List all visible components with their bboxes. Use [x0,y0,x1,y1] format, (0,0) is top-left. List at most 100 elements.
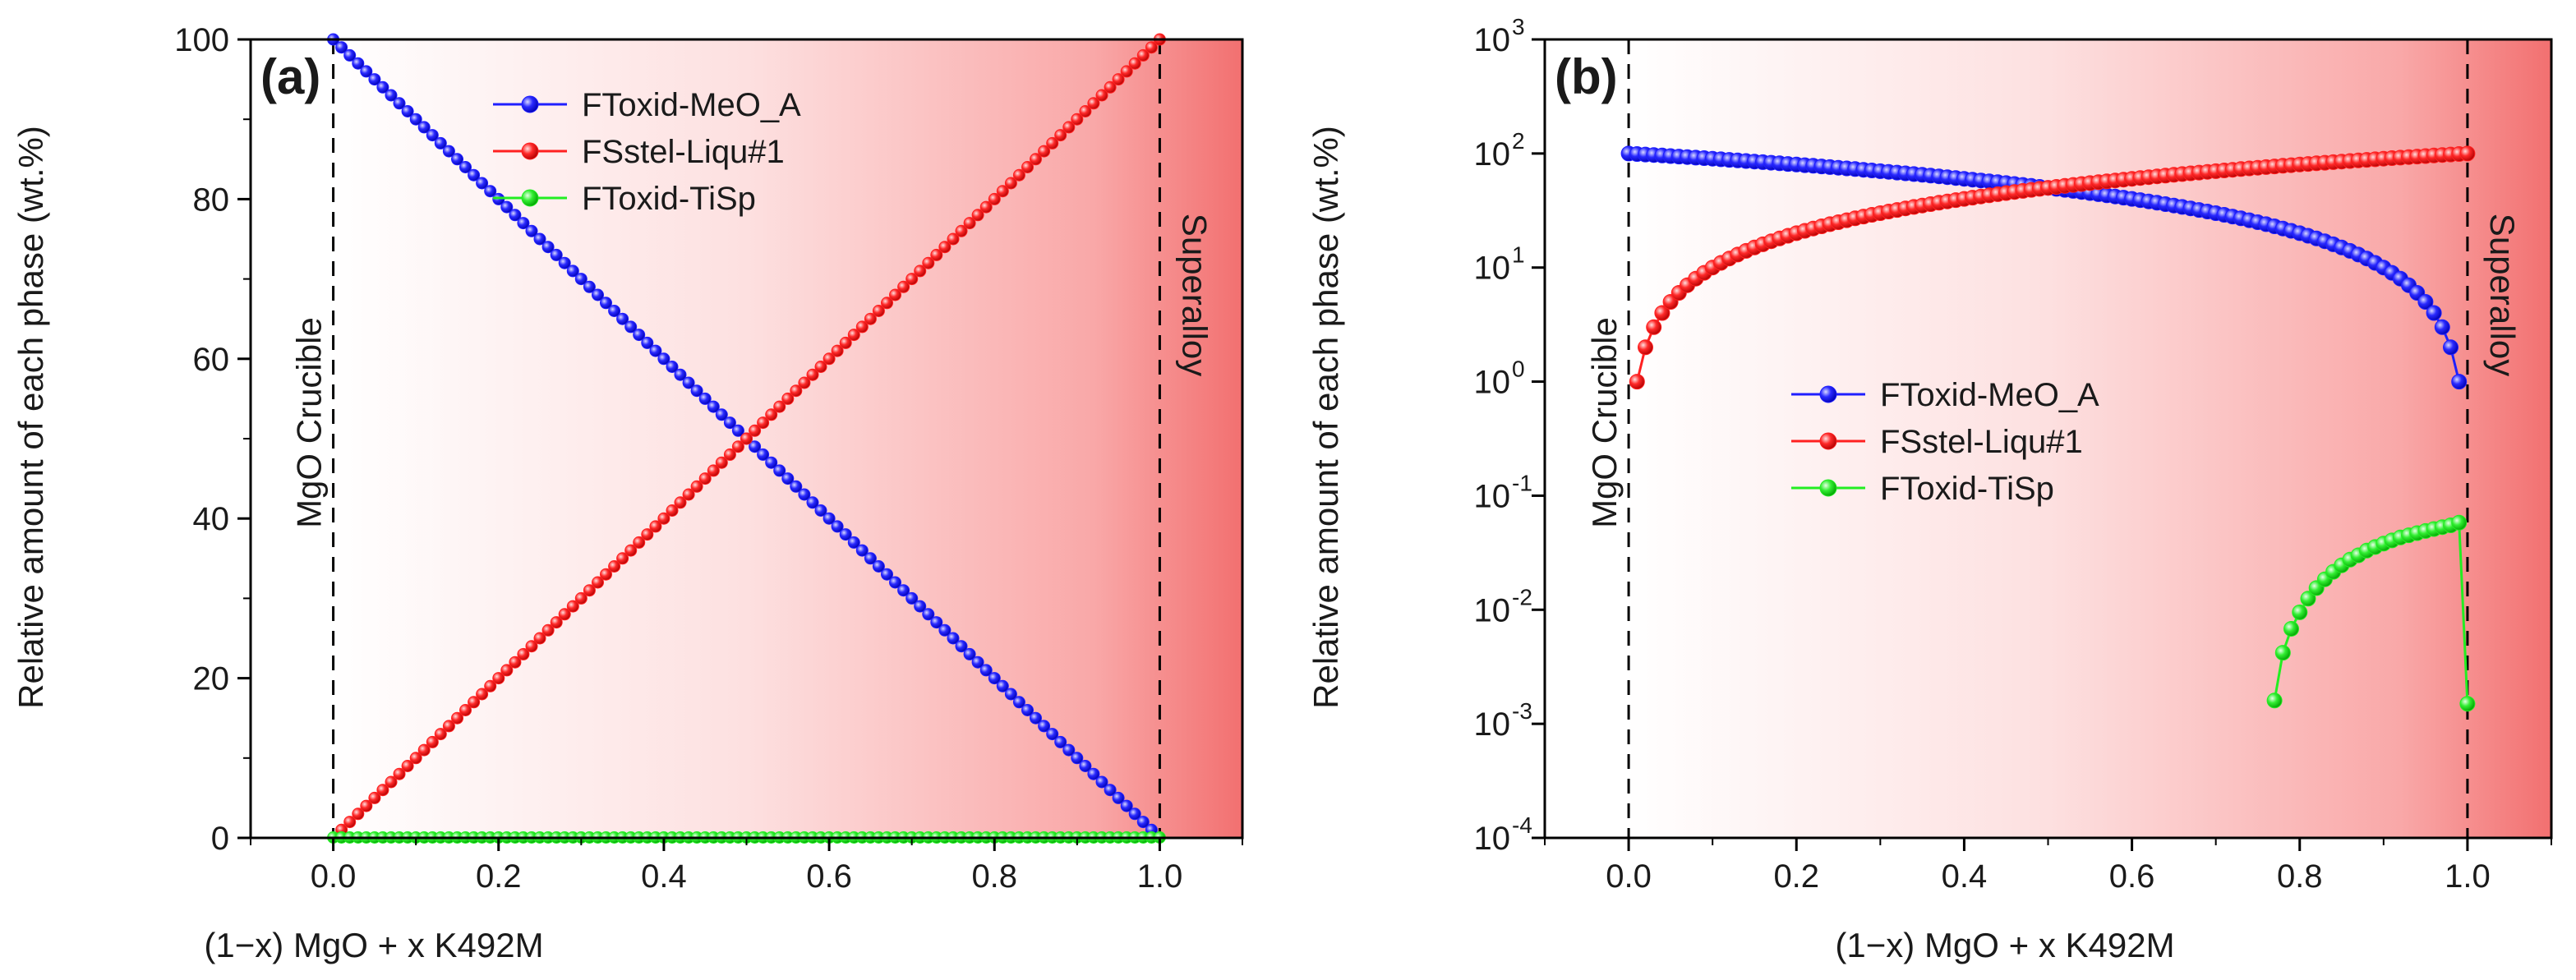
series-fsstel-liqu-1 [1629,145,2476,390]
data-point [1004,177,1017,190]
data-point [533,632,546,645]
data-point [790,480,803,493]
data-point [831,520,844,533]
data-point [393,97,406,110]
series-ftoxid-meo-a [1620,145,2468,390]
data-point [971,656,984,669]
data-point [533,232,546,246]
data-point [1071,752,1084,765]
data-point [674,496,687,509]
data-point [864,312,877,325]
data-point [823,352,836,366]
data-point [459,704,472,716]
data-point [666,504,679,517]
data-point [2266,692,2283,709]
data-point [574,591,588,605]
data-point [541,623,555,637]
x-tick-label: 0.8 [2277,858,2323,895]
data-point [996,185,1009,198]
data-point [401,760,414,772]
data-point [409,752,422,765]
data-point [690,384,703,398]
data-point [2292,604,2308,620]
y-tick-label: 10 [1474,592,1511,628]
plot-area-b: MgO Crucible Superalloy 0.0 0.2 0.4 0.6 0.8 1.0… [1474,14,2553,895]
y-tick-exponent: 0 [1512,357,1525,382]
data-point [914,600,927,613]
data-point [749,440,762,453]
data-point [881,297,893,310]
data-point [1054,129,1067,142]
data-point [749,424,762,437]
data-point [574,273,588,286]
data-point [806,368,819,381]
data-point [583,280,596,293]
data-point [476,688,489,701]
data-point [1136,48,1150,62]
data-point [409,113,422,126]
data-point [2443,339,2458,356]
data-point [1012,696,1025,709]
data-point [707,464,720,477]
data-point [1079,105,1092,117]
data-point [417,743,431,757]
data-point [773,400,786,413]
data-point [872,305,885,317]
data-point [906,273,919,286]
data-point [657,512,670,525]
data-point [343,816,357,829]
data-point [2283,621,2299,637]
data-point [1646,319,1662,335]
data-point [847,536,860,549]
x-tick-label: 0.8 [971,858,1017,895]
data-point [451,153,463,166]
data-point [1062,121,1076,134]
x-tick-label: 0.4 [1942,858,1988,895]
data-point [1046,728,1059,741]
data-point [434,728,447,741]
data-point [616,312,629,325]
x-tick-label: 0.2 [1773,858,1819,895]
data-point [558,608,571,621]
data-point [624,320,638,334]
data-point [872,560,885,573]
data-point [831,344,844,357]
data-point [1104,81,1117,94]
data-point [1087,767,1100,780]
data-point [947,232,960,246]
data-point [988,672,1001,685]
x-axis-label-b: (1−x) MgO + x K492M [1835,926,2174,964]
legend-entry: FToxid-MeO_A [582,87,801,123]
data-point [550,616,563,629]
data-point [1629,374,1645,390]
data-point [682,488,695,501]
annotation-superalloy: Superalloy [1175,214,1214,376]
y-tick-exponent: -4 [1512,812,1532,838]
data-point [2451,514,2468,531]
data-point [633,536,646,549]
data-point [476,177,489,190]
data-point [352,807,365,821]
data-point [633,329,646,342]
data-point [1104,784,1117,797]
data-point [417,121,431,134]
data-point [592,576,604,589]
data-point [1638,339,1653,356]
data-point [509,656,522,669]
data-point [1021,704,1034,716]
data-point [1087,97,1100,110]
data-point [922,256,935,269]
y-tick-label: 80 [193,182,230,218]
x-tick-label: 0.6 [806,858,852,895]
data-point [723,448,736,461]
x-tick-label: 0.0 [1606,858,1652,895]
data-point [649,344,662,357]
y-tick-exponent: 1 [1512,242,1525,268]
x-tick-label: 0.6 [2109,858,2155,895]
annotation-mgo-crucible: MgO Crucible [290,317,329,528]
y-tick-exponent: 2 [1512,128,1525,154]
data-point [484,679,497,692]
data-point [971,209,984,222]
legend: FToxid-MeO_A FSstel-Liqu#1 FToxid-TiSp [493,87,801,217]
data-point [426,735,439,748]
